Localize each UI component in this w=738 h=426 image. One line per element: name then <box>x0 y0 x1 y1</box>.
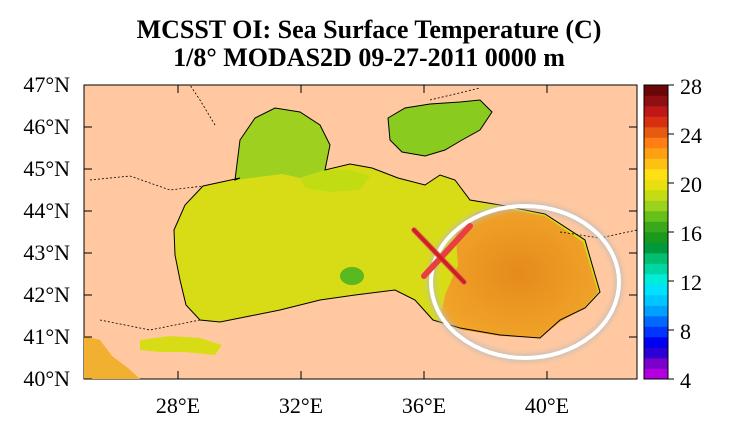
map-subtitle: 1/8° MODAS2D 09-27-2011 0000 m <box>173 43 565 72</box>
colorbar-label-4: 4 <box>680 368 691 393</box>
colorbar-swatch <box>644 148 668 159</box>
colorbar-swatch <box>644 190 668 201</box>
lat-label-46: 46°N <box>23 114 70 139</box>
colorbar-swatch <box>644 85 668 96</box>
colorbar-swatch <box>644 137 668 149</box>
lon-label-32: 32°E <box>278 393 324 418</box>
colorbar-swatch <box>644 274 668 285</box>
lat-label-45: 45°N <box>23 156 70 181</box>
cool-spot <box>340 267 364 285</box>
colorbar-swatch <box>644 368 668 380</box>
lat-label-47: 47°N <box>23 72 70 97</box>
sea-of-marmara <box>140 336 222 355</box>
lat-label-44: 44°N <box>23 198 70 223</box>
lon-label-36: 36°E <box>401 393 447 418</box>
colorbar-swatch <box>644 106 668 117</box>
colorbar-swatch <box>644 284 668 296</box>
azov-coastline <box>387 99 493 157</box>
colorbar-swatch <box>644 263 668 275</box>
colorbar-swatch <box>644 316 668 327</box>
northwest-shelf <box>235 108 330 180</box>
colorbar-swatch <box>644 305 668 317</box>
colorbar-label-28: 28 <box>680 74 702 99</box>
colorbar-swatch <box>644 253 668 264</box>
colorbar-label-24: 24 <box>680 123 702 148</box>
annotation-circle <box>429 204 621 360</box>
warm-eastern-sea <box>440 208 598 338</box>
colorbar-label-16: 16 <box>680 221 702 246</box>
colorbar-swatch <box>644 95 668 107</box>
lat-label-42: 42°N <box>23 282 70 307</box>
colorbar <box>644 84 674 380</box>
lat-label-41: 41°N <box>23 324 70 349</box>
colorbar-swatch <box>644 221 668 233</box>
annotation-cross <box>411 223 473 285</box>
sea-of-azov <box>388 100 492 156</box>
colorbar-label-20: 20 <box>680 172 702 197</box>
colorbar-label-8: 8 <box>680 319 691 344</box>
colorbar-swatch <box>644 116 668 128</box>
colorbar-label-12: 12 <box>680 270 702 295</box>
colorbar-swatch <box>644 232 668 243</box>
crimea-cool-patch <box>300 170 370 192</box>
lat-label-43: 43°N <box>23 240 70 265</box>
colorbar-swatch <box>644 127 668 138</box>
colorbar-swatch <box>644 295 668 306</box>
colorbar-swatch <box>644 179 668 191</box>
colorbar-swatch <box>644 347 668 359</box>
lon-label-40: 40°E <box>524 393 570 418</box>
colorbar-swatch <box>644 326 668 338</box>
colorbar-swatch <box>644 358 668 369</box>
colorbar-swatch <box>644 200 668 212</box>
colorbar-swatch <box>644 211 668 222</box>
map-title: MCSST OI: Sea Surface Temperature (C) <box>136 15 602 44</box>
lon-label-28: 28°E <box>155 393 201 418</box>
coastline <box>173 107 601 339</box>
colorbar-swatch <box>644 158 668 170</box>
colorbar-swatch <box>644 169 668 180</box>
axis-ticks <box>84 84 637 380</box>
colorbar-frame <box>643 84 669 380</box>
lat-label-40: 40°N <box>23 366 70 391</box>
colorbar-swatch <box>644 242 668 254</box>
colorbar-swatch <box>644 337 668 348</box>
aegean-corner <box>84 336 140 379</box>
